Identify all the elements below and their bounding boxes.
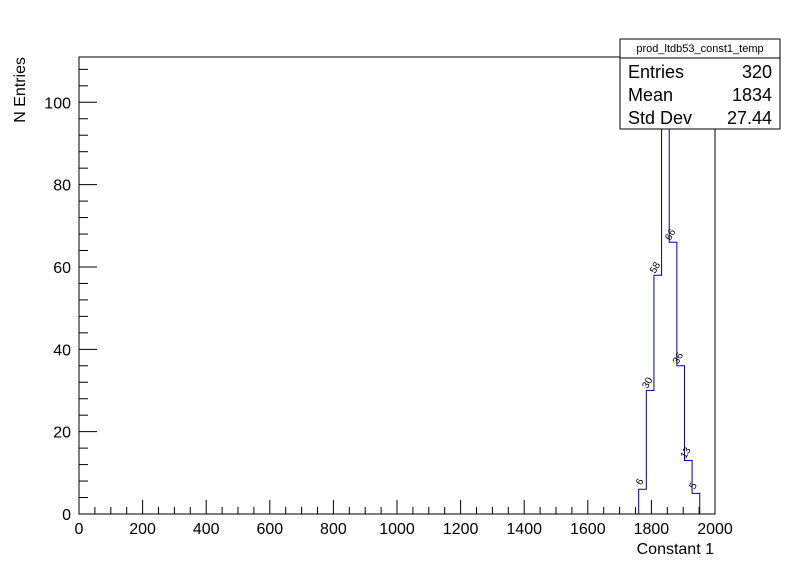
plot-frame [78,56,716,515]
bin-label: 5 [688,481,701,492]
y-tick-label: 60 [53,260,71,277]
y-tick-label: 100 [44,95,71,112]
x-tick-label: 1000 [379,521,415,538]
x-tick-label: 200 [129,521,156,538]
stats-mean-value: 1834 [732,85,772,105]
bin-label: 6 [634,477,647,488]
y-tick-label: 0 [62,507,71,524]
x-tick-label: 0 [75,521,84,538]
histogram-series [638,77,701,514]
stats-mean-label: Mean [628,85,673,105]
histogram-line [638,77,701,514]
x-tick-label: 1400 [506,521,542,538]
x-tick-label: 600 [256,521,283,538]
y-tick-label: 40 [53,342,71,359]
stats-entries-label: Entries [628,62,684,82]
bin-label: 13 [679,445,694,461]
y-tick-label: 80 [53,178,71,195]
bin-labels: 6 30 58 66 36 13 5 [634,227,700,491]
bin-label: 58 [648,260,663,276]
stats-box: prod_ltdb53_const1_temp Entries 320 Mean… [619,38,781,130]
stats-stddev-label: Std Dev [628,108,692,128]
x-axis-title: Constant 1 [637,541,714,558]
x-tick-label: 1800 [634,521,670,538]
x-axis: 0 200 400 600 800 1000 1200 1400 1600 1800 2000 [75,500,733,538]
y-tick-label: 20 [53,425,71,442]
y-axis-title: N Entries [12,57,29,123]
stats-entries-value: 320 [742,62,772,82]
stats-title: prod_ltdb53_const1_temp [636,43,763,55]
x-tick-label: 1200 [443,521,479,538]
stats-stddev-value: 27.44 [727,108,772,128]
bin-label: 36 [671,351,686,367]
y-axis: 0 20 40 60 80 100 [44,68,97,524]
x-tick-label: 800 [320,521,347,538]
x-tick-label: 400 [193,521,220,538]
bin-label: 66 [663,227,678,243]
x-tick-label: 2000 [697,521,733,538]
bin-label: 30 [640,375,655,391]
stats-box-frame [619,38,781,130]
x-tick-label: 1600 [570,521,606,538]
